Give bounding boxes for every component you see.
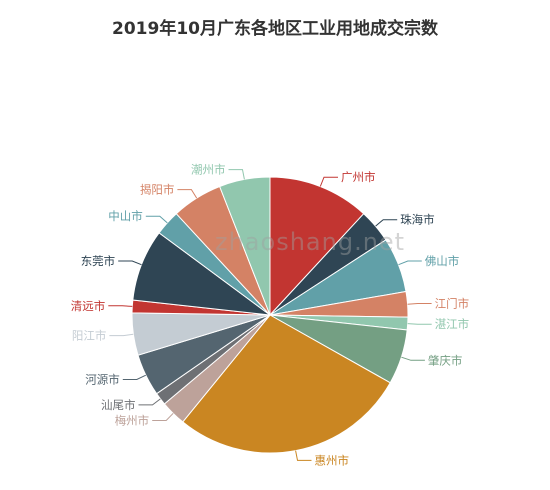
slice-label: 惠州市	[315, 453, 350, 467]
slice-label: 清远市	[71, 299, 106, 313]
leader-line	[228, 169, 245, 180]
slice-label: 肇庆市	[428, 353, 463, 367]
watermark: zhaoshang.net	[215, 228, 406, 256]
chart-title: 2019年10月广东各地区工业用地成交宗数	[112, 19, 438, 39]
slice-label: 汕尾市	[101, 398, 136, 412]
slice-label: 河源市	[85, 373, 120, 387]
pie-slice	[269, 176, 365, 317]
slice-label: 潮州市	[191, 163, 226, 177]
slice-label: 珠海市	[400, 213, 435, 227]
slice-label: 湛江市	[435, 317, 470, 331]
slice-label: 梅州市	[115, 414, 150, 428]
leader-line	[398, 260, 422, 266]
leader-line	[177, 189, 198, 199]
slice-label: 佛山市	[425, 254, 460, 268]
slice-label: 中山市	[108, 209, 143, 223]
leader-line	[122, 374, 147, 380]
slice-label: 揭阳市	[140, 183, 175, 197]
leader-line	[109, 333, 134, 337]
slice-label: 阳江市	[72, 329, 107, 343]
leader-line	[108, 305, 133, 307]
leader-line	[319, 176, 338, 187]
leader-line	[407, 303, 432, 305]
leader-line	[375, 219, 398, 227]
leader-line	[138, 398, 161, 406]
leader-line	[295, 450, 312, 461]
leader-line	[145, 215, 168, 224]
leader-line	[401, 356, 425, 361]
leader-line	[152, 412, 174, 421]
pie-slice	[182, 314, 391, 454]
leader-line	[118, 260, 142, 266]
slice-label: 广州市	[341, 170, 376, 184]
leader-line	[407, 323, 432, 325]
slice-label: 江门市	[435, 297, 470, 311]
slice-label: 东莞市	[81, 254, 116, 268]
